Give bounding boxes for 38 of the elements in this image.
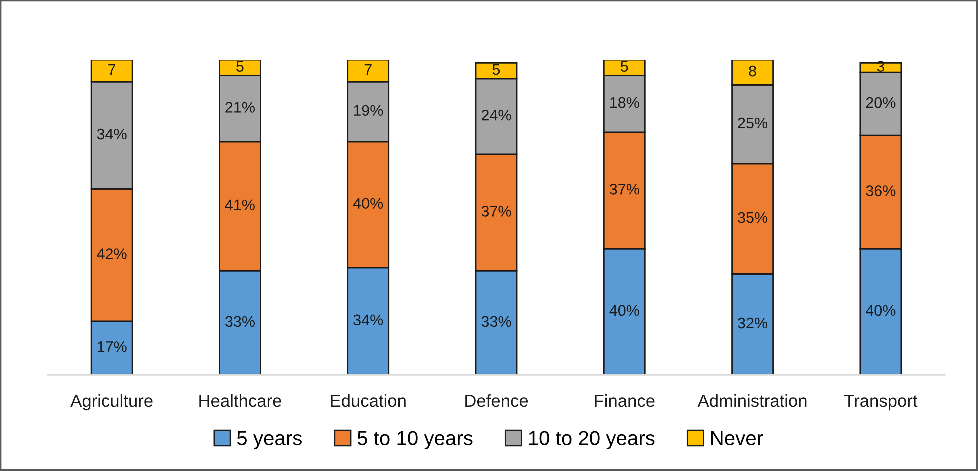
x-tick-label: Education [331, 394, 406, 408]
x-tick-label: Administration [698, 394, 807, 408]
data-label: 17% [98, 342, 127, 352]
data-label: 33% [226, 316, 255, 328]
data-label: 5 [492, 64, 500, 76]
data-label: 40% [353, 198, 384, 209]
data-label: 37% [610, 184, 640, 195]
data-label: 24% [482, 110, 512, 121]
x-tick-label: Finance [595, 394, 655, 408]
data-label: 7 [108, 64, 116, 75]
x-tick-label: Transport [844, 395, 918, 411]
data-label: 5 [621, 61, 628, 72]
x-tick-label: Healthcare [200, 394, 282, 408]
data-label: 7 [364, 64, 372, 75]
data-label: 42% [97, 248, 127, 260]
data-label: 21% [226, 102, 255, 113]
data-label: 5 [236, 61, 244, 72]
x-tick-label: Agriculture [70, 394, 153, 411]
data-label: 32% [738, 318, 768, 329]
data-label: 34% [97, 128, 127, 140]
data-label: 8 [749, 66, 756, 77]
legend-label: 5 years [237, 431, 302, 450]
data-label: 41% [225, 200, 255, 211]
data-label: 35% [738, 212, 768, 224]
data-label: 34% [354, 314, 384, 326]
legend-label: Never [711, 431, 764, 446]
legend-label: 5 to 10 years [358, 431, 473, 450]
data-label: 33% [482, 316, 512, 328]
data-label: 40% [610, 305, 640, 316]
data-label: 37% [482, 206, 512, 217]
x-tick-label: Defence [466, 394, 528, 408]
data-label: 18% [610, 97, 640, 108]
data-label: 40% [866, 305, 896, 316]
data-label: 20% [866, 97, 896, 108]
data-label: 19% [354, 105, 384, 116]
data-label: 25% [738, 118, 768, 129]
data-label: 36% [866, 186, 896, 196]
legend-label: 10 to 20 years [529, 431, 655, 450]
